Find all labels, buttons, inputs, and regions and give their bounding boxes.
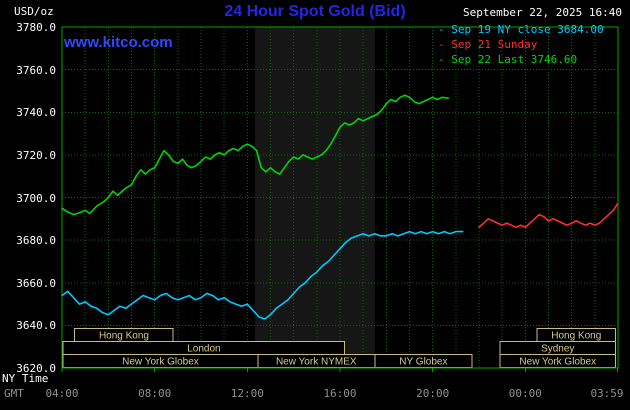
x-axis-tick-label-gmt: 03:59 (590, 387, 624, 400)
y-axis-tick-label: 3620.0 (16, 362, 56, 375)
legend: - Sep 19 NY close 3684.00 - Sep 21 Sunday… (438, 22, 620, 67)
x-axis-tick-label-gmt: 08:00 (138, 387, 172, 400)
y-axis-tick-label: 3640.0 (16, 319, 56, 333)
y-axis-tick-label: 3760.0 (16, 63, 56, 77)
x-axis-tick-label-nytime: 00:00 (45, 372, 79, 385)
x-axis-tick-label-nytime: 04:00 (138, 372, 172, 385)
x-axis-tick-label-nytime: 20:00 (508, 372, 542, 385)
y-axis-tick-label: 3780.0 (16, 21, 56, 34)
session-label: New York Globex (519, 357, 596, 368)
kitco-watermark-link[interactable]: www.kitco.com (64, 34, 173, 51)
x-axis-tick-label-gmt: 12:00 (230, 387, 264, 400)
x-axis-tick-label-gmt: 04:00 (45, 387, 79, 400)
legend-entry: - Sep 21 Sunday (438, 38, 538, 51)
y-axis-tick-label: 3680.0 (16, 234, 56, 248)
price-line (61, 230, 464, 320)
x-axis-label-nytime: NY Time (2, 372, 49, 385)
y-axis-tick-label: 3740.0 (16, 106, 56, 120)
x-axis-tick-label-gmt: 16:00 (323, 387, 357, 400)
x-axis-label-gmt: GMT (4, 387, 24, 400)
y-axis-tick-label: 3660.0 (16, 276, 56, 290)
session-label: New York Globex (122, 357, 199, 368)
session-label: Sydney (541, 344, 574, 355)
y-axis-tick-label: 3700.0 (16, 191, 56, 205)
session-label: New York NYMEX (276, 357, 357, 368)
x-axis-tick-label-gmt: 00:00 (508, 387, 542, 400)
legend-entry: - Sep 22 Last 3746.60 (438, 53, 578, 66)
y-axis-unit-label: USD/oz (14, 5, 54, 18)
legend-entry: - Sep 19 NY close 3684.00 (438, 23, 604, 36)
page-title: 24 Hour Spot Gold (Bid) (224, 3, 406, 20)
session-label: NY Globex (399, 357, 447, 368)
y-axis-tick-label: 3720.0 (16, 148, 56, 162)
price-line (61, 94, 450, 216)
chart-datetime: September 22, 2025 16:40 (463, 6, 622, 19)
x-axis-tick-label-nytime: 16:00 (416, 372, 450, 385)
session-label: Hong Kong (551, 331, 601, 342)
x-axis-tick-label-nytime: 08:00 (230, 372, 264, 385)
x-axis-tick-label-nytime: 12:00 (323, 372, 357, 385)
x-axis-tick-label-gmt: 20:00 (416, 387, 450, 400)
price-line (478, 203, 619, 229)
x-axis-tick-label-nytime: 23:59 (590, 372, 624, 385)
session-label: Hong Kong (99, 331, 149, 342)
session-label: London (187, 344, 220, 355)
